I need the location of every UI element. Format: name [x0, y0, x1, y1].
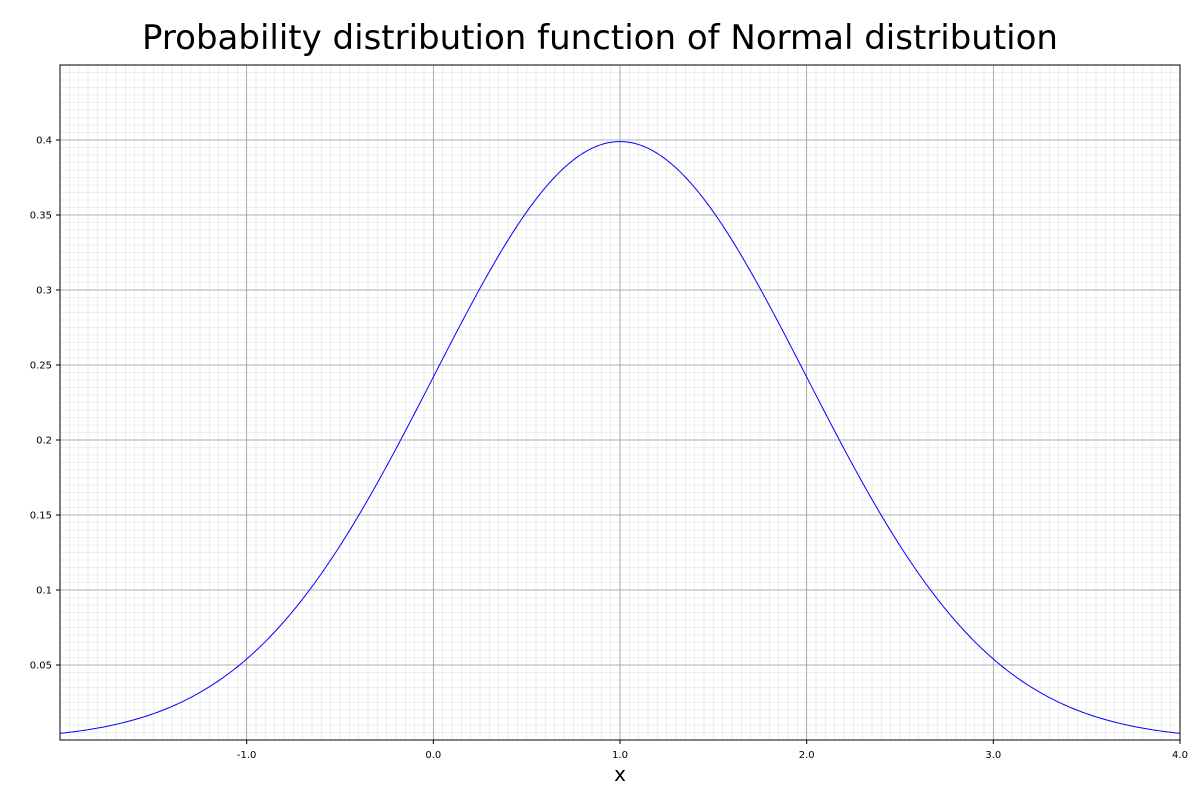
y-tick-label: 0.25: [30, 361, 52, 372]
series-line: [59, 141, 1181, 734]
series-layer: [59, 141, 1181, 734]
y-tick-label: 0.4: [36, 136, 52, 147]
chart-title: Probability distribution function of Nor…: [142, 18, 1058, 58]
y-tick-label: 0.1: [36, 586, 52, 597]
x-axis-label: x: [614, 762, 626, 786]
x-tick-label: 0.0: [425, 750, 441, 761]
x-tick-label: -1.0: [237, 750, 257, 761]
y-tick-label: 0.15: [30, 511, 52, 522]
y-axis-ticks: 0.05 0.1 0.15 0.2 0.25 0.3 0.35 0.4: [30, 136, 60, 672]
x-tick-label: 3.0: [985, 750, 1001, 761]
y-tick-label: 0.2: [36, 436, 52, 447]
x-tick-label: 1.0: [612, 750, 628, 761]
x-tick-label: 2.0: [799, 750, 815, 761]
x-axis-ticks: -1.0 0.0 1.0 2.0 3.0 4.0: [237, 740, 1188, 761]
y-tick-label: 0.35: [30, 211, 52, 222]
x-tick-label: 4.0: [1172, 750, 1188, 761]
y-tick-label: 0.3: [36, 286, 52, 297]
y-tick-label: 0.05: [30, 661, 52, 672]
